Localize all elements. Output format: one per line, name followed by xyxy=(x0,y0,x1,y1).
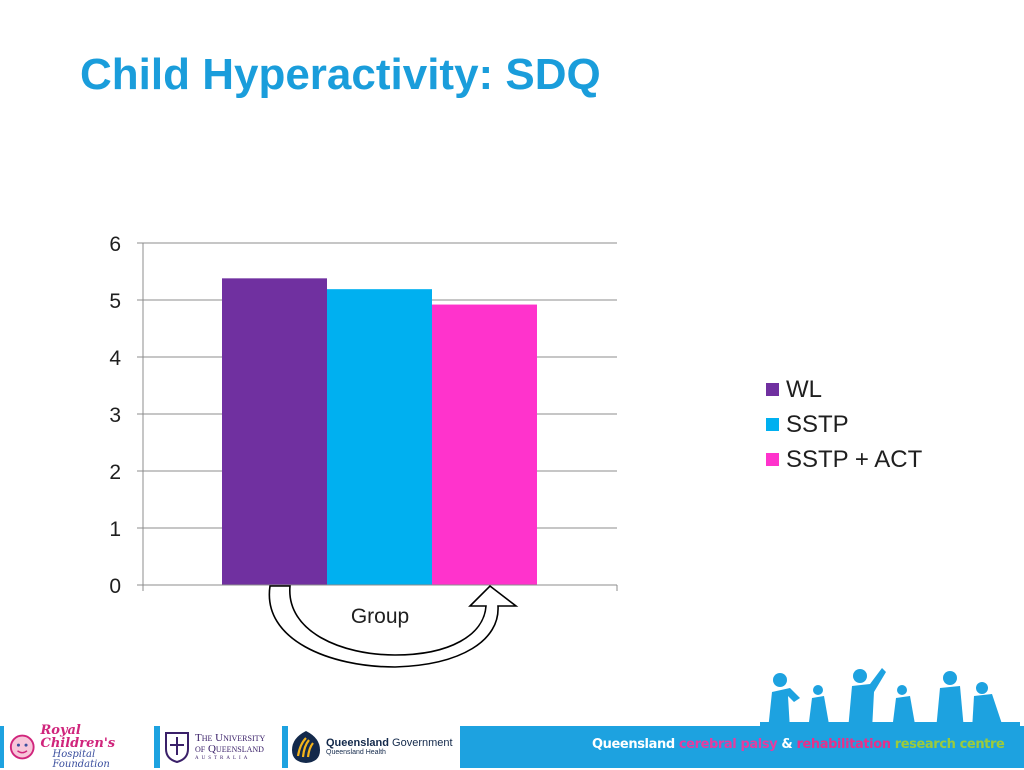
legend-item-sstp: SSTP xyxy=(766,407,922,442)
bar-sstp-act xyxy=(432,304,537,585)
rch-logo-line2: Hospital Foundation xyxy=(52,749,110,770)
tagline-part4: rehabilitation xyxy=(796,737,891,752)
y-tick-label: 6 xyxy=(109,233,121,256)
qg-logo-line1b: Government xyxy=(388,737,453,750)
y-tick-label: 5 xyxy=(109,290,121,313)
qld-government-logo: Queensland Government Queensland Health xyxy=(288,726,460,768)
legend-label-sstp-act: SSTP + ACT xyxy=(786,445,923,473)
y-tick-label: 0 xyxy=(109,575,121,598)
tagline-part3: & xyxy=(777,737,797,752)
tagline-part5: research centre xyxy=(890,737,1005,752)
y-tick-label: 4 xyxy=(109,347,121,370)
tagline-part2: cerebral palsy xyxy=(678,737,778,752)
legend-item-wl: WL xyxy=(766,372,922,407)
legend-label-wl: WL xyxy=(786,375,822,403)
page-title: Child Hyperactivity: SDQ xyxy=(80,50,601,99)
rch-logo-line1: Royal Children's xyxy=(40,723,116,751)
chart-legend: WL SSTP SSTP + ACT xyxy=(766,372,922,477)
qg-logo-line2: Queensland Health xyxy=(326,749,386,757)
legend-swatch-wl xyxy=(766,383,779,396)
y-tick-label: 1 xyxy=(109,518,121,541)
legend-item-sstp-act: SSTP + ACT xyxy=(766,442,922,477)
legend-swatch-sstp xyxy=(766,418,779,431)
qg-logo-line1a: Queensland xyxy=(326,737,389,750)
uq-logo-line3: AUSTRALIA xyxy=(195,755,251,761)
curved-arrow-annotation xyxy=(268,584,519,668)
rch-face-icon xyxy=(9,734,35,760)
legend-swatch-sstp-act xyxy=(766,453,779,466)
bar-wl xyxy=(222,278,327,585)
family-silhouettes-icon xyxy=(760,668,1020,730)
footer-bar: Royal Children's Hospital Foundation The… xyxy=(0,723,1024,770)
x-axis-label: Group xyxy=(351,605,409,628)
tagline-part1: Queensland xyxy=(592,737,679,752)
uq-logo-line2: of Queensland xyxy=(195,743,264,756)
footer-tagline: Queensland cerebral palsy & rehabilitati… xyxy=(592,737,1005,752)
uq-logo: The University of Queensland AUSTRALIA xyxy=(160,726,282,768)
uq-logo-line1: The University xyxy=(195,731,266,744)
legend-label-sstp: SSTP xyxy=(786,410,849,438)
y-tick-label: 3 xyxy=(109,404,121,427)
rch-logo: Royal Children's Hospital Foundation xyxy=(4,723,154,770)
crest-icon xyxy=(165,732,189,763)
bar-sstp xyxy=(327,289,432,585)
bar-chart: 0 1 2 3 4 5 6 Group xyxy=(109,233,618,668)
qg-emblem-icon xyxy=(292,731,320,763)
y-tick-label: 2 xyxy=(109,461,121,484)
